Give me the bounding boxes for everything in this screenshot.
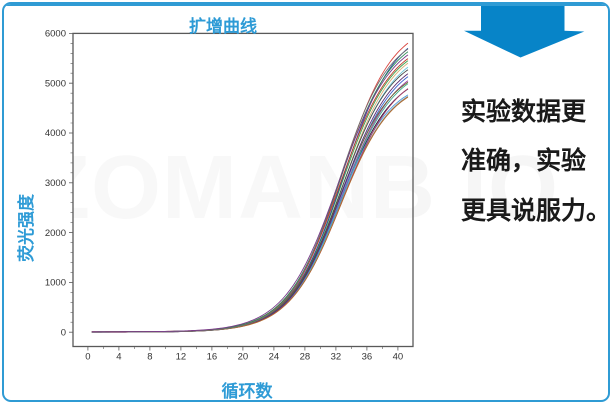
- svg-text:32: 32: [331, 352, 342, 363]
- svg-text:8: 8: [147, 352, 152, 363]
- svg-text:28: 28: [300, 352, 311, 363]
- svg-text:3000: 3000: [45, 178, 66, 189]
- svg-text:24: 24: [269, 352, 280, 363]
- svg-text:1000: 1000: [45, 278, 66, 289]
- svg-text:40: 40: [393, 352, 404, 363]
- svg-text:2000: 2000: [45, 228, 66, 239]
- svg-text:4000: 4000: [45, 128, 66, 139]
- svg-text:36: 36: [362, 352, 373, 363]
- svg-text:16: 16: [207, 352, 218, 363]
- svg-text:0: 0: [61, 327, 66, 338]
- svg-text:0: 0: [85, 352, 90, 363]
- svg-text:20: 20: [238, 352, 249, 363]
- svg-text:12: 12: [176, 352, 187, 363]
- svg-text:4: 4: [116, 352, 121, 363]
